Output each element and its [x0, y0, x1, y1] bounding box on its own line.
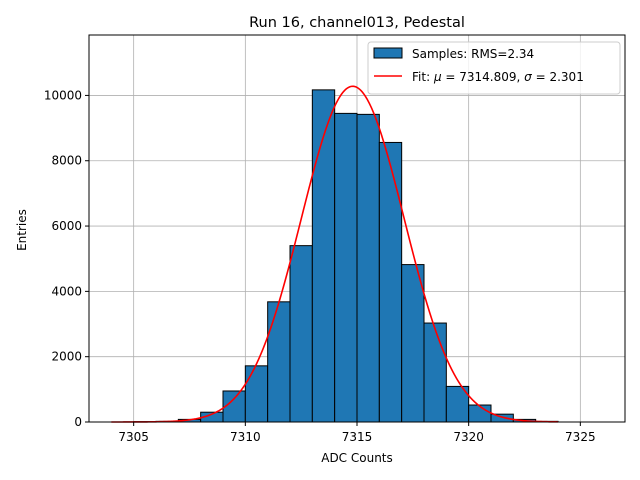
y-axis-label: Entries: [15, 209, 29, 251]
histogram-bar: [468, 404, 492, 423]
legend-fit-prefix: Fit:: [412, 70, 434, 84]
legend-box: [367, 41, 621, 95]
y-tick-label: 8000: [51, 154, 82, 168]
fit-curve: [111, 85, 559, 423]
legend: Samples: RMS=2.34 Fit: μ = 7314.809, σ =…: [367, 41, 621, 95]
histogram-bar: [244, 365, 269, 423]
histogram-bar: [401, 264, 425, 423]
x-tick-label: 7320: [453, 430, 484, 444]
y-tick-label: 0: [74, 415, 82, 429]
y-axis-ticks: 0 2000 4000 6000 8000 10000: [44, 88, 89, 429]
legend-histogram-swatch: [373, 47, 403, 59]
histogram-bar: [334, 112, 358, 423]
y-tick-label: 4000: [51, 284, 82, 298]
chart-title: Run 16, channel013, Pedestal: [249, 15, 465, 31]
y-tick-label: 6000: [51, 219, 82, 233]
histogram-bar: [267, 301, 291, 423]
legend-histogram-label: Samples: RMS=2.34: [412, 47, 534, 61]
x-axis-ticks: 7305 7310 7315 7320 7325: [118, 422, 596, 444]
legend-fit-mu: 7314.809: [459, 70, 516, 84]
legend-fit-label: Fit: μ = 7314.809, σ = 2.301: [412, 70, 584, 84]
histogram-bar: [423, 322, 447, 423]
x-tick-label: 7325: [565, 430, 596, 444]
x-tick-label: 7305: [118, 430, 149, 444]
y-tick-label: 10000: [44, 88, 82, 102]
x-axis-label: ADC Counts: [321, 451, 393, 465]
histogram-bar: [378, 141, 403, 423]
legend-fit-sigma: 2.301: [549, 70, 583, 84]
histogram-bar: [311, 89, 336, 423]
x-tick-label: 7315: [342, 430, 373, 444]
histogram-bar: [289, 245, 313, 423]
histogram-bars: [133, 89, 559, 423]
x-tick-label: 7310: [230, 430, 261, 444]
y-tick-label: 2000: [51, 350, 82, 364]
fit-curve-layer: [111, 85, 559, 423]
histogram-bar: [356, 113, 380, 423]
